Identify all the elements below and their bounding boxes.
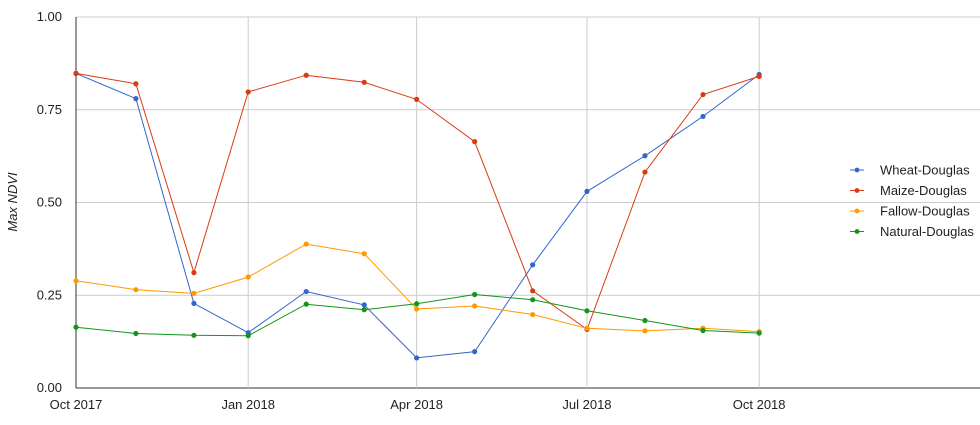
data-point[interactable] [191, 270, 197, 276]
data-point[interactable] [303, 301, 309, 307]
x-tick-labels: Oct 2017 Jan 2018 Apr 2018 Jul 2018 Oct 2018 [50, 397, 786, 412]
data-point[interactable] [472, 303, 478, 309]
legend-item-natural-douglas[interactable]: Natural-Douglas [850, 224, 974, 239]
series-layer [73, 70, 762, 361]
data-point[interactable] [361, 307, 367, 313]
legend-swatch-dot [854, 229, 860, 234]
legend-label: Wheat-Douglas [880, 163, 970, 178]
data-point[interactable] [303, 288, 309, 295]
legend-item-fallow-douglas[interactable]: Fallow-Douglas [850, 204, 970, 219]
data-point[interactable] [700, 327, 706, 334]
data-point[interactable] [414, 306, 420, 312]
y-tick-label: 0.50 [37, 195, 62, 210]
legend-swatch-dot [854, 208, 860, 214]
data-point[interactable] [700, 113, 706, 120]
gridlines [75, 16, 980, 389]
data-point[interactable] [133, 81, 139, 87]
legend-item-maize-douglas[interactable]: Maize-Douglas [850, 183, 967, 198]
data-point[interactable] [700, 91, 706, 98]
data-point[interactable] [414, 355, 420, 361]
data-point[interactable] [472, 291, 478, 298]
data-point[interactable] [133, 96, 139, 102]
data-point[interactable] [361, 302, 367, 308]
legend[interactable]: Wheat-Douglas Maize-Douglas Fallow-Douglas… [850, 163, 974, 240]
data-point[interactable] [191, 300, 197, 307]
data-point[interactable] [530, 288, 536, 294]
x-tick-label: Oct 2018 [733, 397, 786, 412]
data-point[interactable] [191, 332, 197, 338]
series-fallow-douglas [73, 241, 762, 335]
data-point[interactable] [472, 139, 478, 145]
data-point[interactable] [73, 278, 79, 284]
data-point[interactable] [642, 328, 648, 334]
data-point[interactable] [584, 325, 590, 331]
data-point[interactable] [756, 73, 762, 79]
y-tick-label: 0.00 [37, 380, 62, 395]
data-point[interactable] [584, 308, 590, 314]
legend-swatch-dot [854, 167, 860, 173]
series-natural-douglas [73, 291, 762, 339]
data-point[interactable] [245, 89, 251, 95]
series-line [75, 72, 760, 331]
series-line [75, 293, 760, 337]
series-line [75, 72, 760, 359]
data-point[interactable] [756, 330, 762, 336]
y-tick-label: 1.00 [37, 9, 62, 24]
data-point[interactable] [133, 330, 139, 337]
data-point[interactable] [245, 333, 251, 339]
legend-swatch-dot [854, 188, 860, 193]
data-point[interactable] [530, 297, 536, 303]
data-point[interactable] [361, 79, 367, 85]
data-point[interactable] [642, 317, 648, 324]
data-point[interactable] [414, 96, 420, 102]
data-point[interactable] [472, 349, 478, 355]
data-point[interactable] [530, 311, 536, 318]
x-tick-label: Apr 2018 [390, 397, 443, 412]
data-point[interactable] [642, 169, 648, 175]
y-tick-label: 0.75 [37, 102, 62, 117]
data-point[interactable] [191, 290, 197, 296]
x-tick-label: Oct 2017 [50, 397, 103, 412]
data-point[interactable] [584, 188, 590, 194]
legend-label: Fallow-Douglas [880, 204, 970, 219]
data-point[interactable] [73, 324, 79, 330]
data-point[interactable] [530, 262, 536, 268]
y-axis-title: Max NDVI [5, 172, 20, 232]
legend-label: Maize-Douglas [880, 183, 967, 198]
data-point[interactable] [133, 287, 139, 293]
data-point[interactable] [642, 153, 648, 159]
series-line [75, 243, 760, 333]
y-tick-labels: 0.00 0.25 0.50 0.75 1.00 [37, 9, 62, 395]
x-tick-label: Jul 2018 [562, 397, 611, 412]
x-tick-label: Jan 2018 [221, 397, 275, 412]
data-point[interactable] [303, 72, 309, 78]
data-point[interactable] [414, 301, 420, 307]
data-point[interactable] [73, 70, 79, 76]
data-point[interactable] [303, 241, 309, 247]
data-point[interactable] [245, 274, 251, 280]
series-maize-douglas [73, 70, 762, 332]
data-point[interactable] [361, 251, 367, 257]
legend-item-wheat-douglas[interactable]: Wheat-Douglas [850, 163, 970, 178]
y-tick-label: 0.25 [37, 287, 62, 302]
legend-label: Natural-Douglas [880, 224, 974, 239]
